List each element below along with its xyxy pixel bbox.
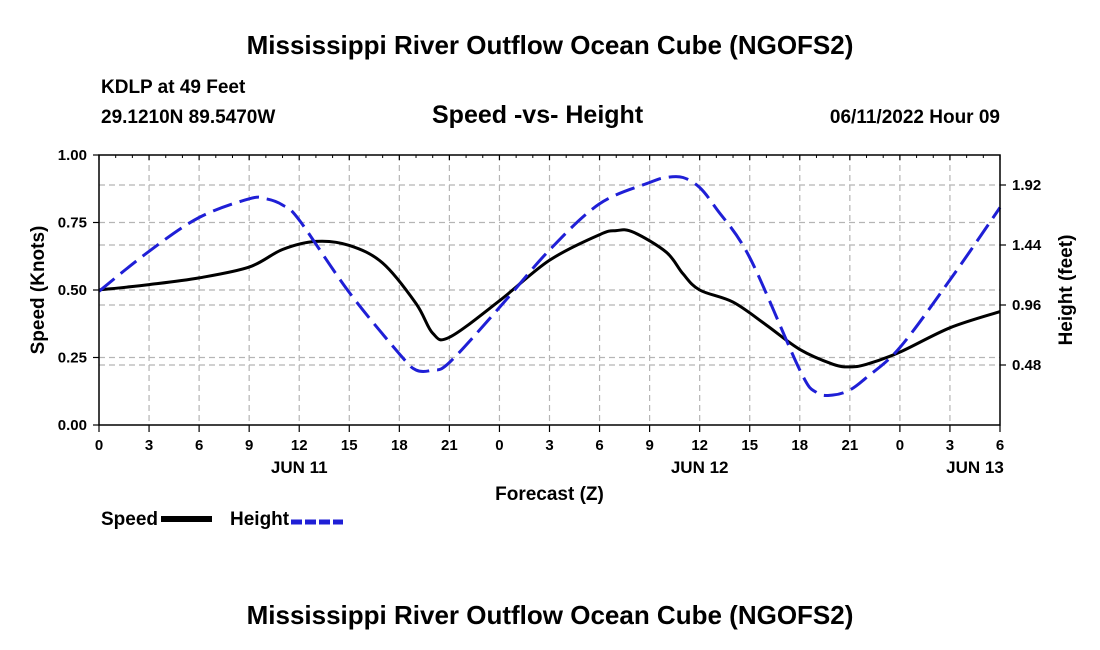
y2-axis-title: Height (feet) xyxy=(1056,235,1077,346)
y2-tick-label: 0.96 xyxy=(1012,297,1041,314)
legend-height-label: Height xyxy=(230,509,290,530)
x-tick-label: 6 xyxy=(996,437,1004,454)
series-line-height xyxy=(98,175,1002,397)
x-tick-label: 9 xyxy=(245,437,253,454)
x-tick-label: 12 xyxy=(691,437,708,454)
x-tick-label: 3 xyxy=(946,437,954,454)
day-label: JUN 12 xyxy=(671,458,729,477)
grid-layer xyxy=(99,155,1000,425)
x-tick-label: 18 xyxy=(791,437,808,454)
day-label: JUN 11 xyxy=(271,458,328,477)
x-tick-label: 0 xyxy=(896,437,904,454)
speed-height-chart: 0 3 6 9 12 15 18 21 0 3 6 9 12 15 18 21 0 3 6 0.00 0.25 0.50 0… xyxy=(28,147,1077,505)
x-tick-label: 21 xyxy=(841,437,858,454)
legend-height-swatch xyxy=(291,514,343,525)
x-tick-label: 15 xyxy=(741,437,758,454)
x-tick-label: 3 xyxy=(145,437,153,454)
y-tick-label: 0.50 xyxy=(58,282,87,299)
chart-title: Mississippi River Outflow Ocean Cube (NG… xyxy=(246,30,854,60)
y2-tick-label: 0.48 xyxy=(1012,357,1041,374)
x-tick-label: 9 xyxy=(645,437,653,454)
chart-subtitle: Speed -vs- Height xyxy=(432,101,644,129)
y-tick-label: 0.25 xyxy=(58,350,87,367)
legend-speed-label: Speed xyxy=(101,509,159,530)
x-tick-label: 6 xyxy=(195,437,203,454)
station-label: KDLP at 49 Feet xyxy=(101,77,246,98)
station-coords: 29.1210N 89.5470W xyxy=(101,107,276,128)
x-tick-label: 0 xyxy=(95,437,103,454)
legend-speed-swatch xyxy=(161,516,212,522)
series-line-speed xyxy=(98,228,1001,369)
labels-layer: 0 3 6 9 12 15 18 21 0 3 6 9 12 15 18 21 0 3 6 0.00 0.25 0.50 0… xyxy=(28,147,1077,505)
day-label: JUN 13 xyxy=(946,458,1004,477)
x-tick-label: 12 xyxy=(291,437,308,454)
y-tick-label: 0.00 xyxy=(58,417,87,434)
y2-tick-label: 1.92 xyxy=(1012,177,1041,194)
x-tick-label: 15 xyxy=(341,437,358,454)
forecast-date: 06/11/2022 Hour 09 xyxy=(829,107,1000,128)
y-axis-title: Speed (Knots) xyxy=(28,226,49,355)
x-axis-title: Forecast (Z) xyxy=(495,484,604,505)
y-tick-label: 0.75 xyxy=(58,215,87,232)
x-tick-label: 6 xyxy=(595,437,603,454)
series-layer xyxy=(98,175,1002,397)
y2-tick-label: 1.44 xyxy=(1012,237,1042,254)
x-tick-label: 18 xyxy=(391,437,408,454)
x-tick-label: 21 xyxy=(441,437,458,454)
x-tick-label: 3 xyxy=(545,437,553,454)
bottom-title: Mississippi River Outflow Ocean Cube (NG… xyxy=(246,600,854,630)
ticks-layer xyxy=(93,154,1006,432)
y-tick-label: 1.00 xyxy=(58,147,87,164)
x-tick-label: 0 xyxy=(495,437,503,454)
